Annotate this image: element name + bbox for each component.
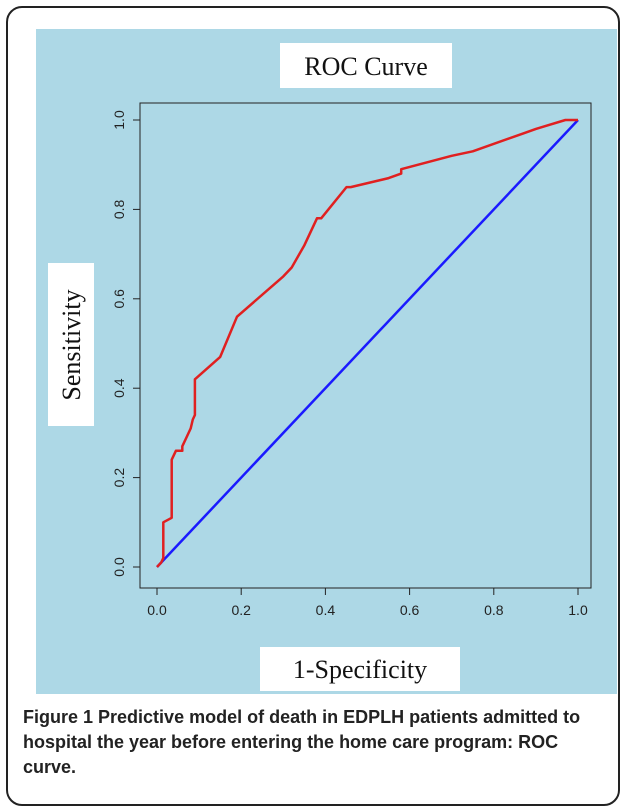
reference-diagonal-line	[156, 119, 579, 568]
x-tick-label: 0.4	[316, 602, 336, 618]
x-axis: 0.0 0.2 0.4 0.6 0.8 1.0	[147, 587, 588, 618]
y-axis: 0.0 0.2 0.4 0.6 0.8 1.0	[111, 110, 141, 577]
y-tick-label: 0.4	[111, 378, 127, 398]
y-tick-label: 0.8	[111, 199, 127, 219]
x-tick-label: 1.0	[568, 602, 588, 618]
y-axis-label-box	[48, 263, 94, 426]
x-axis-label-box	[260, 647, 460, 691]
caption-label: Figure 1	[23, 707, 94, 727]
figure-caption: Figure 1 Predictive model of death in ED…	[23, 705, 615, 780]
y-tick-label: 1.0	[111, 110, 127, 130]
roc-curve-line	[156, 118, 578, 568]
roc-chart: ROC Curve Sensitivity 1-Specificity 0.0 0…	[48, 43, 592, 691]
chart-title-box	[280, 43, 452, 88]
x-tick-label: 0.6	[400, 602, 420, 618]
y-tick-label: 0.6	[111, 289, 127, 309]
y-tick-label: 0.2	[111, 468, 127, 488]
chart-title: ROC Curve	[304, 52, 428, 81]
series-layer	[156, 118, 579, 568]
y-tick-label: 0.0	[111, 557, 127, 577]
x-tick-label: 0.2	[231, 602, 251, 618]
x-axis-label: 1-Specificity	[293, 655, 427, 684]
caption-text: Predictive model of death in EDPLH patie…	[23, 707, 581, 777]
plot-panel	[36, 29, 617, 694]
x-tick-label: 0.8	[484, 602, 504, 618]
x-tick-label: 0.0	[147, 602, 167, 618]
y-axis-label: Sensitivity	[57, 289, 86, 400]
